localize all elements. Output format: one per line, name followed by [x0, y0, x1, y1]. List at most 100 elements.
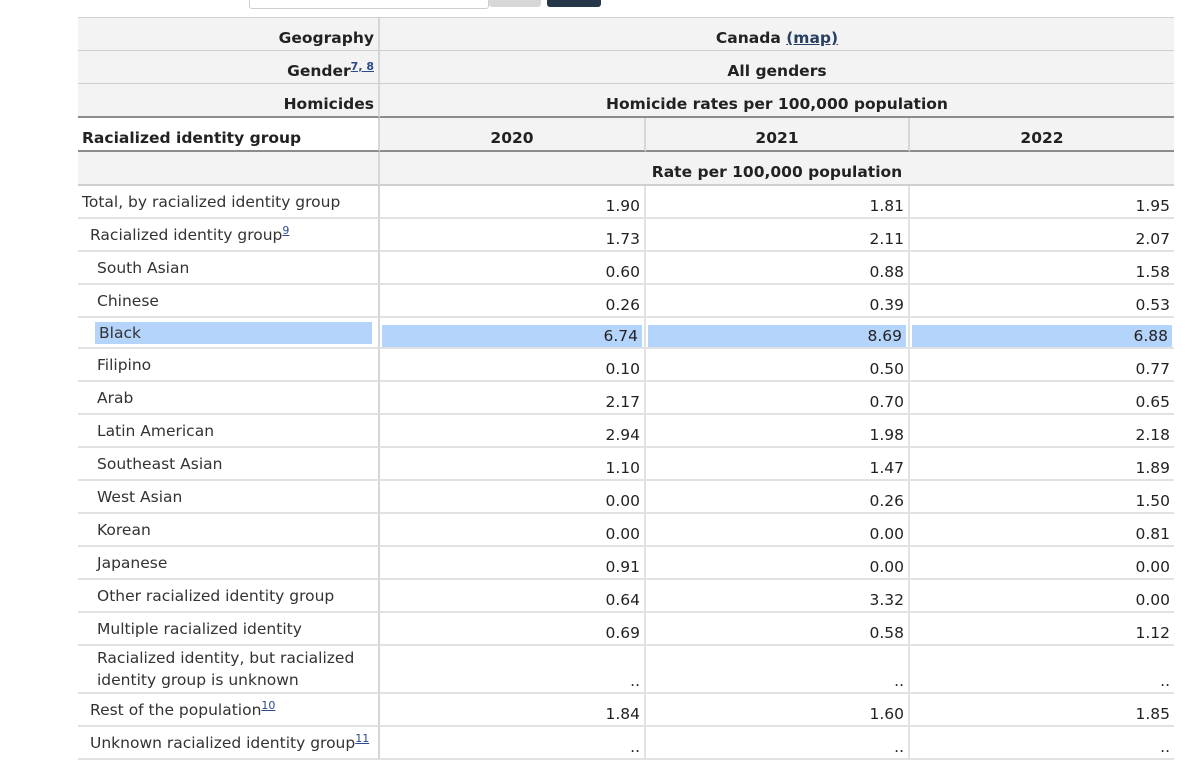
geography-header-row: Geography Canada (map) [78, 17, 1174, 51]
value-text: .. [894, 672, 904, 690]
value-text: 0.00 [605, 492, 640, 510]
selection-highlight: 6.74 [382, 325, 642, 347]
row-label: Total, by racialized identity group [78, 186, 380, 219]
row-header: Racialized identity group [78, 118, 380, 152]
value-cell: 0.00 [646, 514, 910, 547]
value-cell: 2.07 [910, 219, 1174, 252]
value-cell: 1.95 [910, 186, 1174, 219]
value-cell: 1.58 [910, 252, 1174, 285]
search-input[interactable] [249, 0, 489, 9]
value-cell: 1.85 [910, 694, 1174, 727]
value-cell: 1.98 [646, 415, 910, 448]
value-text: 6.88 [1133, 327, 1168, 345]
year-2021: 2021 [646, 118, 910, 152]
table-row: Rest of the population10 1.84 1.60 1.85 [78, 694, 1174, 727]
value-text: 0.64 [605, 591, 640, 609]
apply-button[interactable] [547, 0, 601, 7]
gender-label: Gender [287, 62, 351, 80]
value-text: 0.00 [869, 525, 904, 543]
homicides-header-row: Homicides Homicide rates per 100,000 pop… [78, 84, 1174, 118]
footnote-link[interactable]: 10 [261, 699, 276, 713]
row-label: Arab [78, 382, 380, 415]
row-label-text: Latin American [97, 421, 215, 440]
row-label-text: Unknown racialized identity group [90, 734, 356, 753]
value-text: 1.50 [1135, 492, 1170, 510]
year-2020: 2020 [380, 118, 646, 152]
value-cell: 0.58 [646, 613, 910, 646]
value-text: 0.26 [869, 492, 904, 510]
row-label: West Asian [78, 481, 380, 514]
row-label-text: Chinese [97, 291, 159, 310]
value-text: 0.50 [869, 360, 904, 378]
value-text: .. [630, 738, 640, 756]
unit-blank-cell [78, 152, 380, 186]
value-cell: 1.10 [380, 448, 646, 481]
geography-label: Geography [78, 17, 380, 51]
year-header-row: Racialized identity group 2020 2021 2022 [78, 118, 1174, 152]
footnote-link[interactable]: 11 [355, 732, 370, 746]
table-row: Chinese 0.26 0.39 0.53 [78, 285, 1174, 318]
value-text: 0.00 [605, 525, 640, 543]
value-cell: 0.26 [380, 285, 646, 318]
gender-header-row: Gender7, 8 All genders [78, 51, 1174, 84]
value-text: 6.74 [603, 327, 638, 345]
row-label-text: Japanese [97, 553, 168, 572]
value-text: 0.77 [1135, 360, 1170, 378]
value-cell: 1.60 [646, 694, 910, 727]
table-row: South Asian 0.60 0.88 1.58 [78, 252, 1174, 285]
value-cell: .. [380, 727, 646, 760]
value-cell: 1.50 [910, 481, 1174, 514]
value-text: .. [894, 738, 904, 756]
value-text: 1.58 [1135, 263, 1170, 281]
homicides-label: Homicides [78, 84, 380, 118]
selection-highlight: 6.88 [912, 325, 1172, 347]
row-label-text: Rest of the population [90, 701, 262, 720]
value-text: 1.60 [869, 705, 904, 723]
value-cell: 1.81 [646, 186, 910, 219]
table-row: Southeast Asian 1.10 1.47 1.89 [78, 448, 1174, 481]
map-link[interactable]: (map) [786, 29, 839, 47]
selection-highlight: Black [95, 321, 372, 344]
value-cell: 0.81 [910, 514, 1174, 547]
row-label-text: Racialized identity, but racialized iden… [97, 649, 355, 689]
value-text: 3.32 [869, 591, 904, 609]
table-row: Korean 0.00 0.00 0.81 [78, 514, 1174, 547]
value-text: 0.00 [1135, 591, 1170, 609]
row-label: Black [78, 318, 380, 349]
value-cell: .. [646, 646, 910, 694]
row-label: Other racialized identity group [78, 580, 380, 613]
table-row: Racialized identity group9 1.73 2.11 2.07 [78, 219, 1174, 252]
gender-value: All genders [380, 51, 1174, 84]
row-label-text: Arab [97, 388, 134, 407]
gender-footnote-link[interactable]: 7, 8 [350, 59, 374, 73]
value-text: 0.10 [605, 360, 640, 378]
value-cell: 6.88 [910, 318, 1174, 349]
value-text: 2.07 [1135, 230, 1170, 248]
value-cell: 0.00 [646, 547, 910, 580]
row-label-text: Total, by racialized identity group [82, 192, 341, 211]
value-text: 1.90 [605, 197, 640, 215]
row-label-text: Multiple racialized identity [97, 619, 302, 638]
footnote-link[interactable]: 9 [282, 224, 290, 238]
reset-button[interactable] [489, 0, 541, 7]
row-label-text: Racialized identity group [90, 226, 283, 245]
value-cell: 0.91 [380, 547, 646, 580]
row-label: Latin American [78, 415, 380, 448]
value-text: 0.88 [869, 263, 904, 281]
table-row: Other racialized identity group 0.64 3.32 0… [78, 580, 1174, 613]
table-row: Racialized identity, but racialized iden… [78, 646, 1174, 694]
table-row: Multiple racialized identity 0.69 0.58 1.12 [78, 613, 1174, 646]
value-cell: 0.10 [380, 349, 646, 382]
value-cell: 0.60 [380, 252, 646, 285]
row-label: Multiple racialized identity [78, 613, 380, 646]
value-cell: 0.00 [910, 580, 1174, 613]
geography-value: Canada [715, 29, 781, 47]
value-cell: 2.18 [910, 415, 1174, 448]
value-cell: 1.90 [380, 186, 646, 219]
value-text: 1.89 [1135, 459, 1170, 477]
value-text: 0.26 [605, 296, 640, 314]
value-cell: 0.39 [646, 285, 910, 318]
value-cell: .. [380, 646, 646, 694]
value-text: 0.69 [605, 624, 640, 642]
value-text: 1.10 [605, 459, 640, 477]
